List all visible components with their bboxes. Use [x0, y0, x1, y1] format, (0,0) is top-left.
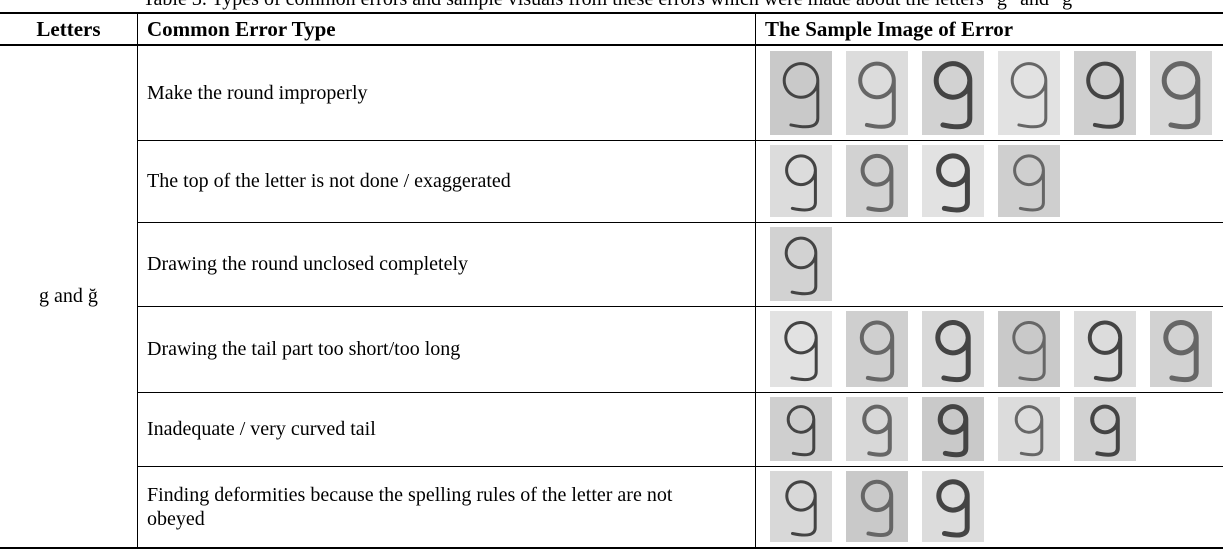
handwritten-g — [782, 62, 820, 129]
column-divider — [137, 12, 138, 549]
error-type-cell: Inadequate / very curved tail — [147, 418, 376, 440]
handwritten-g — [1090, 404, 1120, 457]
handwritten-g — [933, 61, 973, 130]
error-type-cell: The top of the letter is not done / exag… — [147, 170, 511, 192]
handwritten-g — [1010, 62, 1048, 129]
handwritten-g — [859, 320, 895, 382]
error-type-cell: Finding deformities because the spelling… — [147, 483, 673, 530]
handwritten-g — [1086, 61, 1124, 129]
handwritten-g — [936, 479, 970, 538]
header-cell: The Sample Image of Error — [765, 16, 1014, 41]
handwritten-g — [1163, 320, 1199, 383]
handwritten-g — [786, 405, 816, 457]
header-cell: Letters — [36, 16, 101, 41]
table-caption: Table 3. Types of common errors and samp… — [0, 0, 1223, 11]
handwritten-g — [937, 404, 969, 458]
handwritten-g — [785, 480, 817, 537]
error-type-cell: Drawing the tail part too short/too long — [147, 338, 461, 360]
handwritten-g — [1087, 320, 1123, 382]
handwritten-g — [1013, 154, 1045, 212]
top-rule — [0, 12, 1223, 14]
row-rule — [137, 222, 1223, 223]
handwritten-g — [860, 153, 894, 212]
row-rule — [137, 466, 1223, 467]
header-rule — [0, 44, 1223, 46]
letters-cell: g and ğ — [39, 285, 98, 307]
handwritten-g — [936, 153, 970, 213]
handwritten-g — [1161, 61, 1201, 130]
handwritten-g — [784, 236, 818, 296]
row-rule — [137, 306, 1223, 307]
error-type-cell: Make the round improperly — [147, 82, 368, 104]
handwritten-g — [858, 61, 896, 129]
row-rule — [137, 140, 1223, 141]
sample-image — [770, 51, 832, 135]
handwritten-g — [784, 321, 818, 382]
handwritten-g — [862, 404, 892, 457]
handwritten-g — [860, 479, 894, 538]
error-type-cell: Drawing the round unclosed completely — [147, 253, 469, 275]
sample-image — [998, 51, 1060, 135]
header-cell: Common Error Type — [147, 16, 336, 41]
column-divider — [755, 12, 756, 549]
bottom-rule — [0, 547, 1223, 549]
handwritten-g — [1014, 405, 1044, 457]
row-rule — [137, 392, 1223, 393]
handwritten-g — [785, 154, 817, 212]
handwritten-g — [1012, 321, 1046, 382]
handwritten-g — [935, 320, 971, 383]
